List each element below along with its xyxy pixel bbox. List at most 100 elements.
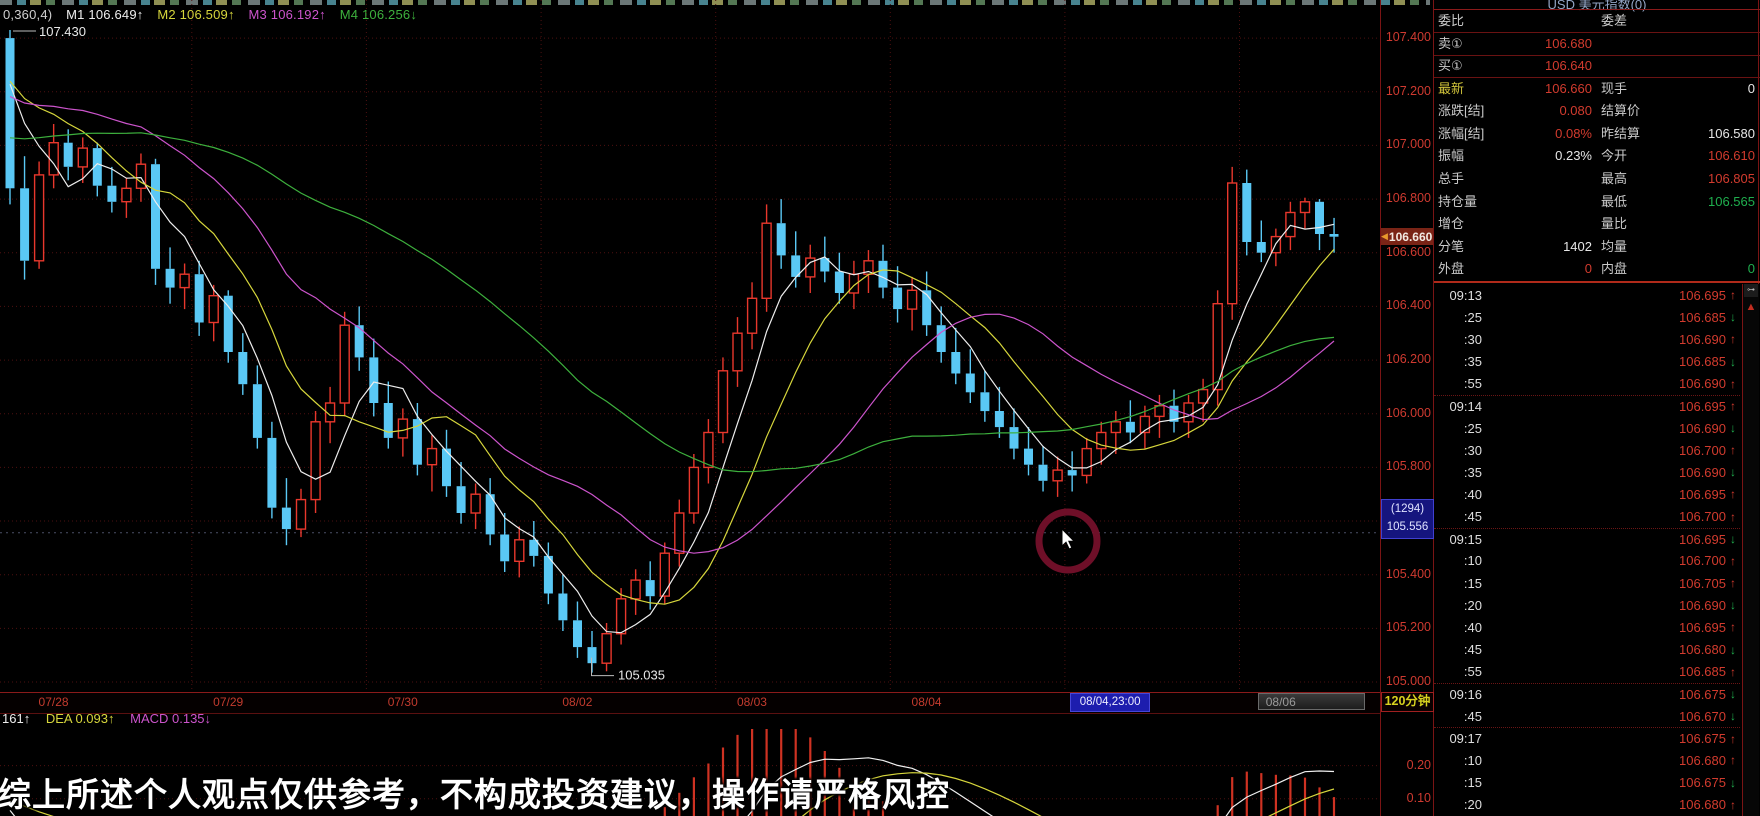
quote-row: 委比 委差	[1434, 10, 1760, 33]
tick-price: 106.690	[1679, 376, 1726, 392]
quote-value: 1402	[1563, 238, 1592, 254]
scroll-up-icon[interactable]: ▲	[1745, 301, 1757, 313]
quote-label: 最低	[1601, 193, 1628, 209]
tick-row: :35 106.690 ↓	[1434, 461, 1740, 483]
crosshair-price-badge: (1294) 105.556	[1381, 499, 1434, 539]
quote-row: 分笔 1402 均量	[1434, 236, 1760, 259]
price-tick-label: 107.000	[1385, 137, 1431, 152]
divider	[1434, 77, 1760, 78]
price-tick-label: 105.800	[1385, 459, 1431, 474]
tick-row: :20 106.690 ↓	[1434, 594, 1740, 616]
down-arrow-icon: ↓	[1730, 310, 1736, 325]
quote-row: 最新 106.660 现手 0	[1434, 78, 1760, 101]
clipped-indicator-legend	[0, 0, 1430, 5]
up-arrow-icon: ↑	[1730, 753, 1736, 768]
quote-label: 最高	[1601, 171, 1628, 187]
quote-rows: 委比 委差 卖① 106.680 买① 106.640 最新 106.660 现手 0 涨跌[结] 0…	[1434, 10, 1760, 281]
tick-price: 106.695	[1679, 398, 1726, 414]
quote-value: 0	[1584, 261, 1592, 277]
tick-price: 106.695	[1679, 531, 1726, 547]
quote-label: 量比	[1601, 216, 1628, 232]
tick-price: 106.670	[1679, 708, 1726, 724]
tick-price: 106.675	[1679, 775, 1726, 791]
tick-time: 09:14	[1449, 398, 1482, 414]
up-arrow-icon: ↑	[1730, 399, 1736, 414]
tick-row: :45 106.700 ↑	[1434, 506, 1740, 528]
quote-row: 涨跌[结] 0.080 结算价	[1434, 100, 1760, 123]
quote-label: 持仓量	[1438, 193, 1478, 209]
crosshair-price: 105.556	[1386, 521, 1429, 533]
quote-label: 涨跌[结]	[1438, 103, 1485, 119]
up-arrow-icon: ↑	[1730, 332, 1736, 347]
tick-time: :20	[1463, 797, 1482, 813]
up-arrow-icon: ↑	[1730, 797, 1736, 812]
tick-price: 106.680	[1679, 752, 1726, 768]
tick-price: 106.690	[1679, 464, 1726, 480]
quote-row: 涨幅[结] 0.08% 昨结算 106.580	[1434, 123, 1760, 146]
up-arrow-icon: ↑	[1730, 664, 1736, 679]
mouse-cursor	[1061, 527, 1076, 550]
up-arrow-icon: ↑	[1730, 553, 1736, 568]
quote-label: 结算价	[1601, 103, 1641, 119]
tick-price: 106.695	[1679, 287, 1726, 303]
quote-label: 均量	[1601, 238, 1628, 254]
down-arrow-icon: ↓	[1730, 421, 1736, 436]
tick-time: :20	[1463, 597, 1482, 613]
tick-price: 106.685	[1679, 354, 1726, 370]
down-arrow-icon: ↓	[1730, 598, 1736, 613]
tick-row: 09:13 106.695 ↑	[1434, 284, 1740, 306]
crosshair-count: (1294)	[1390, 503, 1425, 515]
quote-value: 0	[1747, 261, 1755, 277]
quote-value	[1690, 213, 1755, 236]
quote-value	[1534, 10, 1592, 33]
price-axis: ◀ 106.660 (1294) 105.556 120分钟 107.400 10…	[1381, 0, 1434, 816]
tick-time: :10	[1463, 752, 1482, 768]
dif-value: 161↑	[2, 711, 31, 726]
quote-label: 振幅	[1438, 148, 1465, 164]
time-axis-label: 08/03	[736, 695, 767, 709]
tick-row: 09:16 106.675 ↓	[1434, 682, 1740, 705]
tick-row: 09:14 106.695 ↑	[1434, 394, 1740, 417]
quote-label: 内盘	[1601, 261, 1628, 277]
quote-label: 委差	[1601, 13, 1628, 28]
quote-row: 外盘 0 内盘 0	[1434, 258, 1760, 281]
quote-label	[1592, 55, 1690, 78]
quote-value	[1534, 191, 1592, 214]
tick-time: 09:13	[1449, 287, 1482, 303]
time-sales-list: 09:13 106.695 ↑:25 106.685 ↓:30 106.690 ↑:35 10…	[1434, 284, 1740, 816]
tick-price: 106.700	[1679, 553, 1726, 569]
price-tick-label: 106.600	[1385, 244, 1431, 259]
tick-price: 106.685	[1679, 664, 1726, 680]
tick-price: 106.705	[1679, 575, 1726, 591]
quote-value: 106.580	[1708, 125, 1755, 141]
tick-time: :10	[1463, 553, 1482, 569]
quote-value: 0.23%	[1555, 148, 1592, 164]
tick-price: 106.675	[1679, 731, 1726, 747]
price-tick-label: 106.000	[1385, 405, 1431, 420]
pin-icon[interactable]: ⊶	[1744, 284, 1758, 297]
quote-value	[1690, 33, 1755, 56]
tick-price: 106.690	[1679, 420, 1726, 436]
tick-time: :45	[1463, 642, 1482, 658]
quote-label: 买①	[1438, 58, 1463, 74]
tick-time: :35	[1463, 354, 1482, 370]
tick-time: :55	[1463, 376, 1482, 392]
time-axis-label: 07/30	[387, 695, 418, 709]
tick-time: 09:15	[1449, 531, 1482, 547]
up-arrow-icon: ↑	[1730, 487, 1736, 502]
down-arrow-icon: ↓	[1730, 687, 1736, 702]
tick-row: :40 106.695 ↑	[1434, 616, 1740, 638]
time-axis: 07/28 07/29 07/30 08/02 08/03 08/04 08/04,23:0…	[0, 692, 1380, 714]
tick-price: 106.685	[1679, 309, 1726, 325]
quote-label: 昨结算	[1601, 125, 1641, 141]
candlestick-chart[interactable]: 107.430 105.035	[0, 0, 1380, 816]
up-arrow-icon: ↑	[1730, 288, 1736, 303]
svg-text:105.035: 105.035	[618, 668, 665, 683]
tick-time: 09:17	[1449, 731, 1482, 747]
up-arrow-icon: ↑	[1730, 576, 1736, 591]
quote-value: 0.080	[1559, 103, 1592, 119]
price-tick-label: 107.400	[1385, 30, 1431, 45]
tick-list-scrollbar[interactable]: ⊶ ▲	[1742, 284, 1759, 816]
period-selector-button[interactable]: 120分钟	[1381, 692, 1434, 712]
price-tick-label: 106.800	[1385, 191, 1431, 206]
